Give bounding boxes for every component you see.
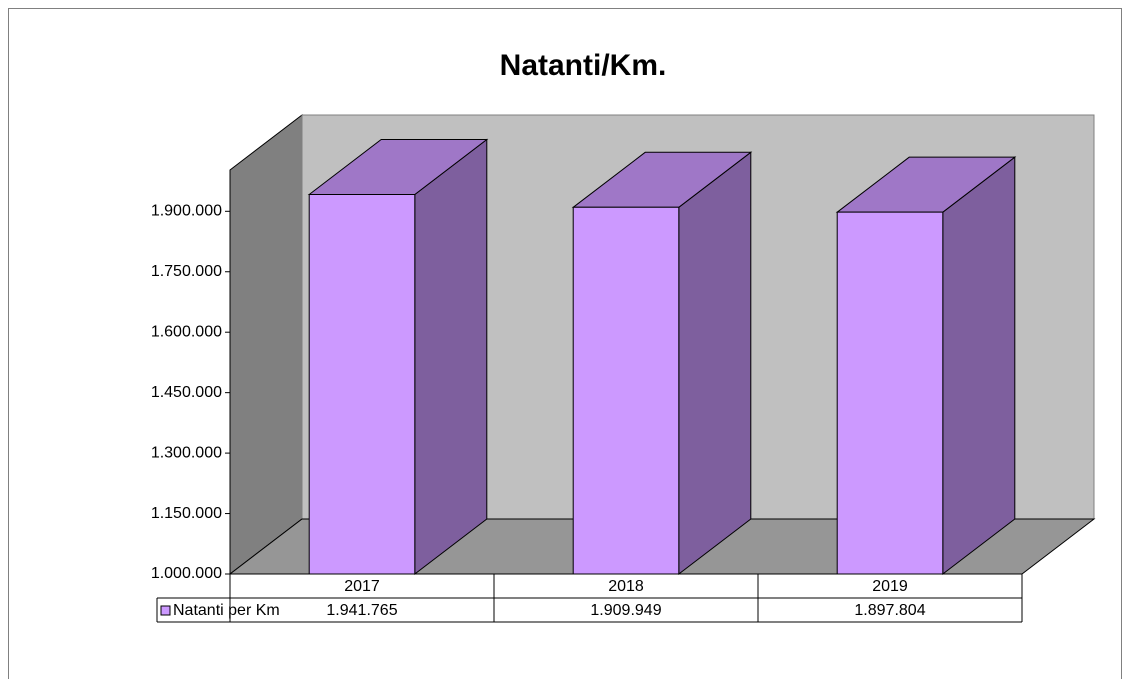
- y-tick-label: 1.300.000: [151, 444, 222, 461]
- bar-front: [836, 211, 944, 575]
- y-tick-label: 1.000.000: [151, 565, 222, 582]
- y-tick-label: 1.600.000: [151, 323, 222, 340]
- y-tick-label: 1.450.000: [151, 384, 222, 401]
- bar: [307, 138, 489, 576]
- side-wall: [229, 113, 303, 576]
- y-tick-label: 1.750.000: [151, 263, 222, 280]
- bar-side: [414, 138, 488, 576]
- bar-front: [572, 206, 680, 575]
- y-tick-label: 1.150.000: [151, 505, 222, 522]
- bar-side: [942, 156, 1016, 576]
- bar-front: [308, 193, 416, 575]
- legend-label: Natanti per Km: [173, 602, 280, 619]
- x-tick-label: 2017: [344, 578, 380, 595]
- bar-side: [678, 151, 752, 576]
- data-label: 1.897.804: [854, 602, 925, 619]
- y-tick-label: 1.900.000: [151, 203, 222, 220]
- legend-key: [160, 605, 171, 616]
- data-label: 1.941.765: [326, 602, 397, 619]
- chart-title: Natanti/Km.: [500, 49, 667, 82]
- data-label: 1.909.949: [590, 602, 661, 619]
- x-tick-label: 2018: [608, 578, 644, 595]
- bar: [571, 151, 753, 576]
- x-tick-label: 2019: [872, 578, 908, 595]
- bar: [835, 156, 1017, 576]
